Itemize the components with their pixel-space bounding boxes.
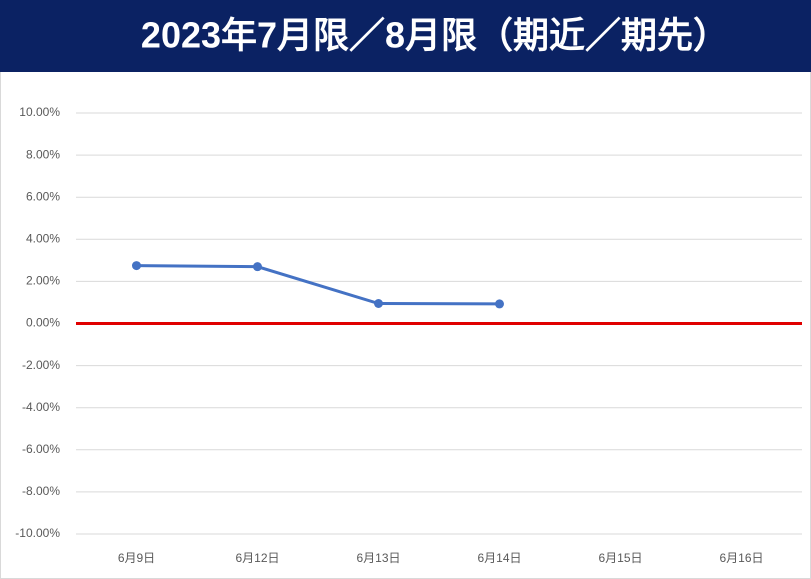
y-tick-label: 8.00% (26, 147, 60, 161)
x-tick-label: 6月13日 (356, 551, 400, 565)
chart-title: 2023年7月限／8月限（期近／期先） (141, 15, 729, 56)
y-tick-label: 2.00% (26, 274, 60, 288)
x-tick-label: 6月9日 (118, 551, 155, 565)
x-tick-label: 6月12日 (235, 551, 279, 565)
data-line (136, 264, 500, 306)
data-point (495, 299, 504, 309)
x-tick-label: 6月14日 (477, 551, 521, 565)
x-tick-label: 6月16日 (719, 551, 763, 565)
y-tick-label: 0.00% (26, 316, 60, 330)
title-banner (0, 0, 811, 72)
y-tick-label: 6.00% (26, 189, 60, 203)
y-tick-label: -4.00% (22, 400, 60, 414)
data-point (374, 299, 383, 309)
data-point (132, 261, 141, 271)
data-point (253, 262, 262, 272)
y-tick-label: 10.00% (19, 105, 60, 119)
x-tick-label: 6月15日 (598, 551, 642, 565)
y-tick-label: -2.00% (22, 358, 60, 372)
y-tick-label: 4.00% (26, 231, 60, 245)
y-tick-label: -10.00% (15, 526, 60, 540)
y-tick-label: -8.00% (22, 484, 60, 498)
y-tick-label: -6.00% (22, 442, 60, 456)
